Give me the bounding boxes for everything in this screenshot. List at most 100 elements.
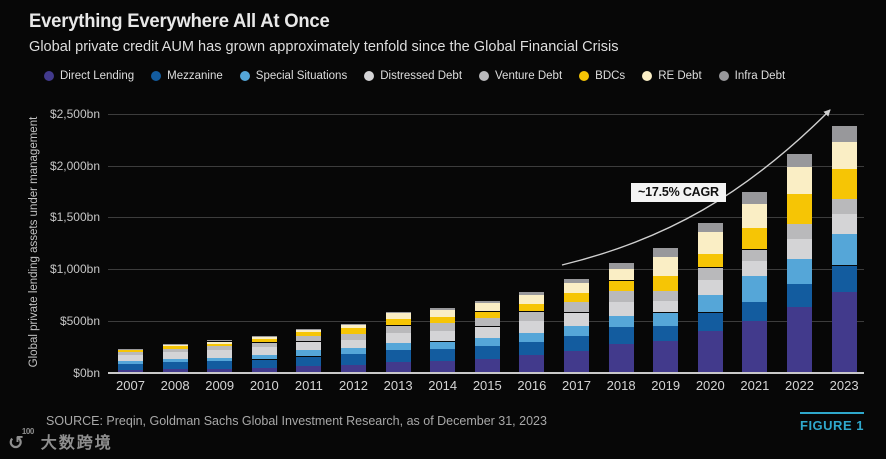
x-tick-label-2008: 2008 <box>160 378 190 393</box>
watermark-logo-icon: ↺100 <box>8 427 34 454</box>
x-tick-label-2010: 2010 <box>249 378 279 393</box>
y-tick-label: $2,000bn <box>49 158 100 173</box>
bar-segment-distressed-debt <box>296 341 322 350</box>
bar-segment-mezzanine <box>296 356 322 366</box>
legend-item-bdcs: BDCs <box>579 70 625 82</box>
bar-segment-venture-debt <box>697 267 723 280</box>
bar-segment-bdcs <box>787 193 812 224</box>
bar-segment-re-debt <box>474 303 500 312</box>
legend-item-infra-debt: Infra Debt <box>718 70 785 82</box>
bar-segment-distressed-debt <box>608 302 634 316</box>
bar-segment-direct-lending <box>608 343 634 373</box>
bar-segment-infra-debt <box>430 307 456 310</box>
bar-segment-bdcs <box>341 328 366 334</box>
bar-segment-re-debt <box>787 166 812 194</box>
bar-segment-infra-debt <box>787 154 812 167</box>
bar-segment-mezzanine <box>608 327 634 344</box>
bar-segment-mezzanine <box>341 354 366 365</box>
bar-segment-special-situations <box>430 341 456 350</box>
legend-dot-direct-lending <box>44 71 54 81</box>
legend-label: Venture Debt <box>495 70 563 82</box>
bar-segment-mezzanine <box>697 312 723 331</box>
legend-item-distressed-debt: Distressed Debt <box>364 70 462 82</box>
bar-segment-direct-lending <box>207 368 233 373</box>
bar-segment-venture-debt <box>564 302 589 313</box>
bar-segment-bdcs <box>385 319 411 326</box>
watermark: ↺100 大数跨境 <box>8 427 113 454</box>
bar-segment-special-situations <box>474 337 500 347</box>
gridline-2500 <box>108 114 864 115</box>
chart-legend: Direct Lending Mezzanine Special Situation… <box>44 70 785 82</box>
bar-segment-infra-debt <box>608 263 634 270</box>
bar-segment-re-debt <box>341 324 366 329</box>
bar-segment-re-debt <box>296 330 322 332</box>
bar-segment-special-situations <box>296 349 322 357</box>
bar-segment-infra-debt <box>519 291 545 295</box>
bar-segment-direct-lending <box>251 368 277 373</box>
bar-segment-mezzanine <box>653 326 679 341</box>
x-tick-label-2015: 2015 <box>472 378 502 393</box>
bar-segment-bdcs <box>162 346 188 349</box>
bar-segment-special-situations <box>385 343 411 351</box>
y-tick-label: $2,500bn <box>49 107 100 121</box>
bar-segment-distressed-debt <box>118 354 143 362</box>
source-note: SOURCE: Preqin, Goldman Sachs Global Inv… <box>46 414 547 428</box>
bar-segment-re-debt <box>564 283 589 294</box>
bar-segment-re-debt <box>742 204 768 228</box>
x-tick-label-2014: 2014 <box>428 378 458 393</box>
legend-item-direct-lending: Direct Lending <box>44 70 134 82</box>
bar-segment-re-debt <box>118 349 143 351</box>
bar-segment-special-situations <box>787 258 812 285</box>
page-subtitle: Global private credit AUM has grown appr… <box>29 38 619 55</box>
bar-segment-venture-debt <box>519 311 545 321</box>
bar-segment-venture-debt <box>831 198 857 215</box>
bar-segment-re-debt <box>162 344 188 347</box>
bar-segment-distressed-debt <box>697 280 723 295</box>
bar-segment-distressed-debt <box>831 214 857 234</box>
bar-segment-venture-debt <box>608 290 634 303</box>
watermark-text: 大数跨境 <box>40 435 113 452</box>
bar-segment-direct-lending <box>742 320 768 373</box>
figure-label: FIGURE 1 <box>800 418 864 433</box>
bar-segment-venture-debt <box>207 346 233 350</box>
bar-segment-direct-lending <box>118 370 143 373</box>
x-tick-label-2017: 2017 <box>562 378 591 393</box>
bar-segment-distressed-debt <box>474 326 500 338</box>
bar-segment-bdcs <box>519 304 545 312</box>
legend-dot-special-situations <box>239 71 250 81</box>
bar-segment-distressed-debt <box>251 346 277 356</box>
y-tick-label: $1,500bn <box>49 210 100 225</box>
legend-item-re-debt: RE Debt <box>642 70 702 82</box>
x-tick-label-2009: 2009 <box>205 378 235 393</box>
bar-segment-infra-debt <box>207 340 233 342</box>
bar-segment-distressed-debt <box>742 260 768 277</box>
bar-segment-distressed-debt <box>564 312 589 326</box>
legend-item-mezzanine: Mezzanine <box>151 70 223 82</box>
bar-segment-mezzanine <box>564 336 589 351</box>
bar-segment-bdcs <box>207 343 233 347</box>
bar-segment-venture-debt <box>118 352 143 355</box>
bar-segment-infra-debt <box>474 300 500 304</box>
x-tick-label-2007: 2007 <box>116 378 145 393</box>
legend-dot-mezzanine <box>151 71 162 81</box>
x-tick-label-2012: 2012 <box>339 378 368 393</box>
bar-segment-re-debt <box>608 269 634 281</box>
bar-segment-direct-lending <box>519 355 545 373</box>
bar-segment-venture-debt <box>653 290 679 301</box>
y-tick-label: $500bn <box>59 313 100 328</box>
legend-label: RE Debt <box>658 70 702 82</box>
legend-label: Special Situations <box>255 70 348 82</box>
gridline-1500 <box>108 217 864 219</box>
bar-segment-mezzanine <box>474 346 500 359</box>
bar-segment-direct-lending <box>564 350 589 373</box>
bar-segment-re-debt <box>251 336 277 340</box>
bar-segment-special-situations <box>831 233 857 266</box>
bar-segment-infra-debt <box>653 248 679 257</box>
bar-segment-infra-debt <box>296 329 322 330</box>
bar-segment-mezzanine <box>430 349 456 362</box>
figure-rule <box>800 412 864 414</box>
bar-segment-special-situations <box>341 348 366 355</box>
bar-segment-venture-debt <box>341 333 366 340</box>
bar-segment-direct-lending <box>341 364 366 373</box>
